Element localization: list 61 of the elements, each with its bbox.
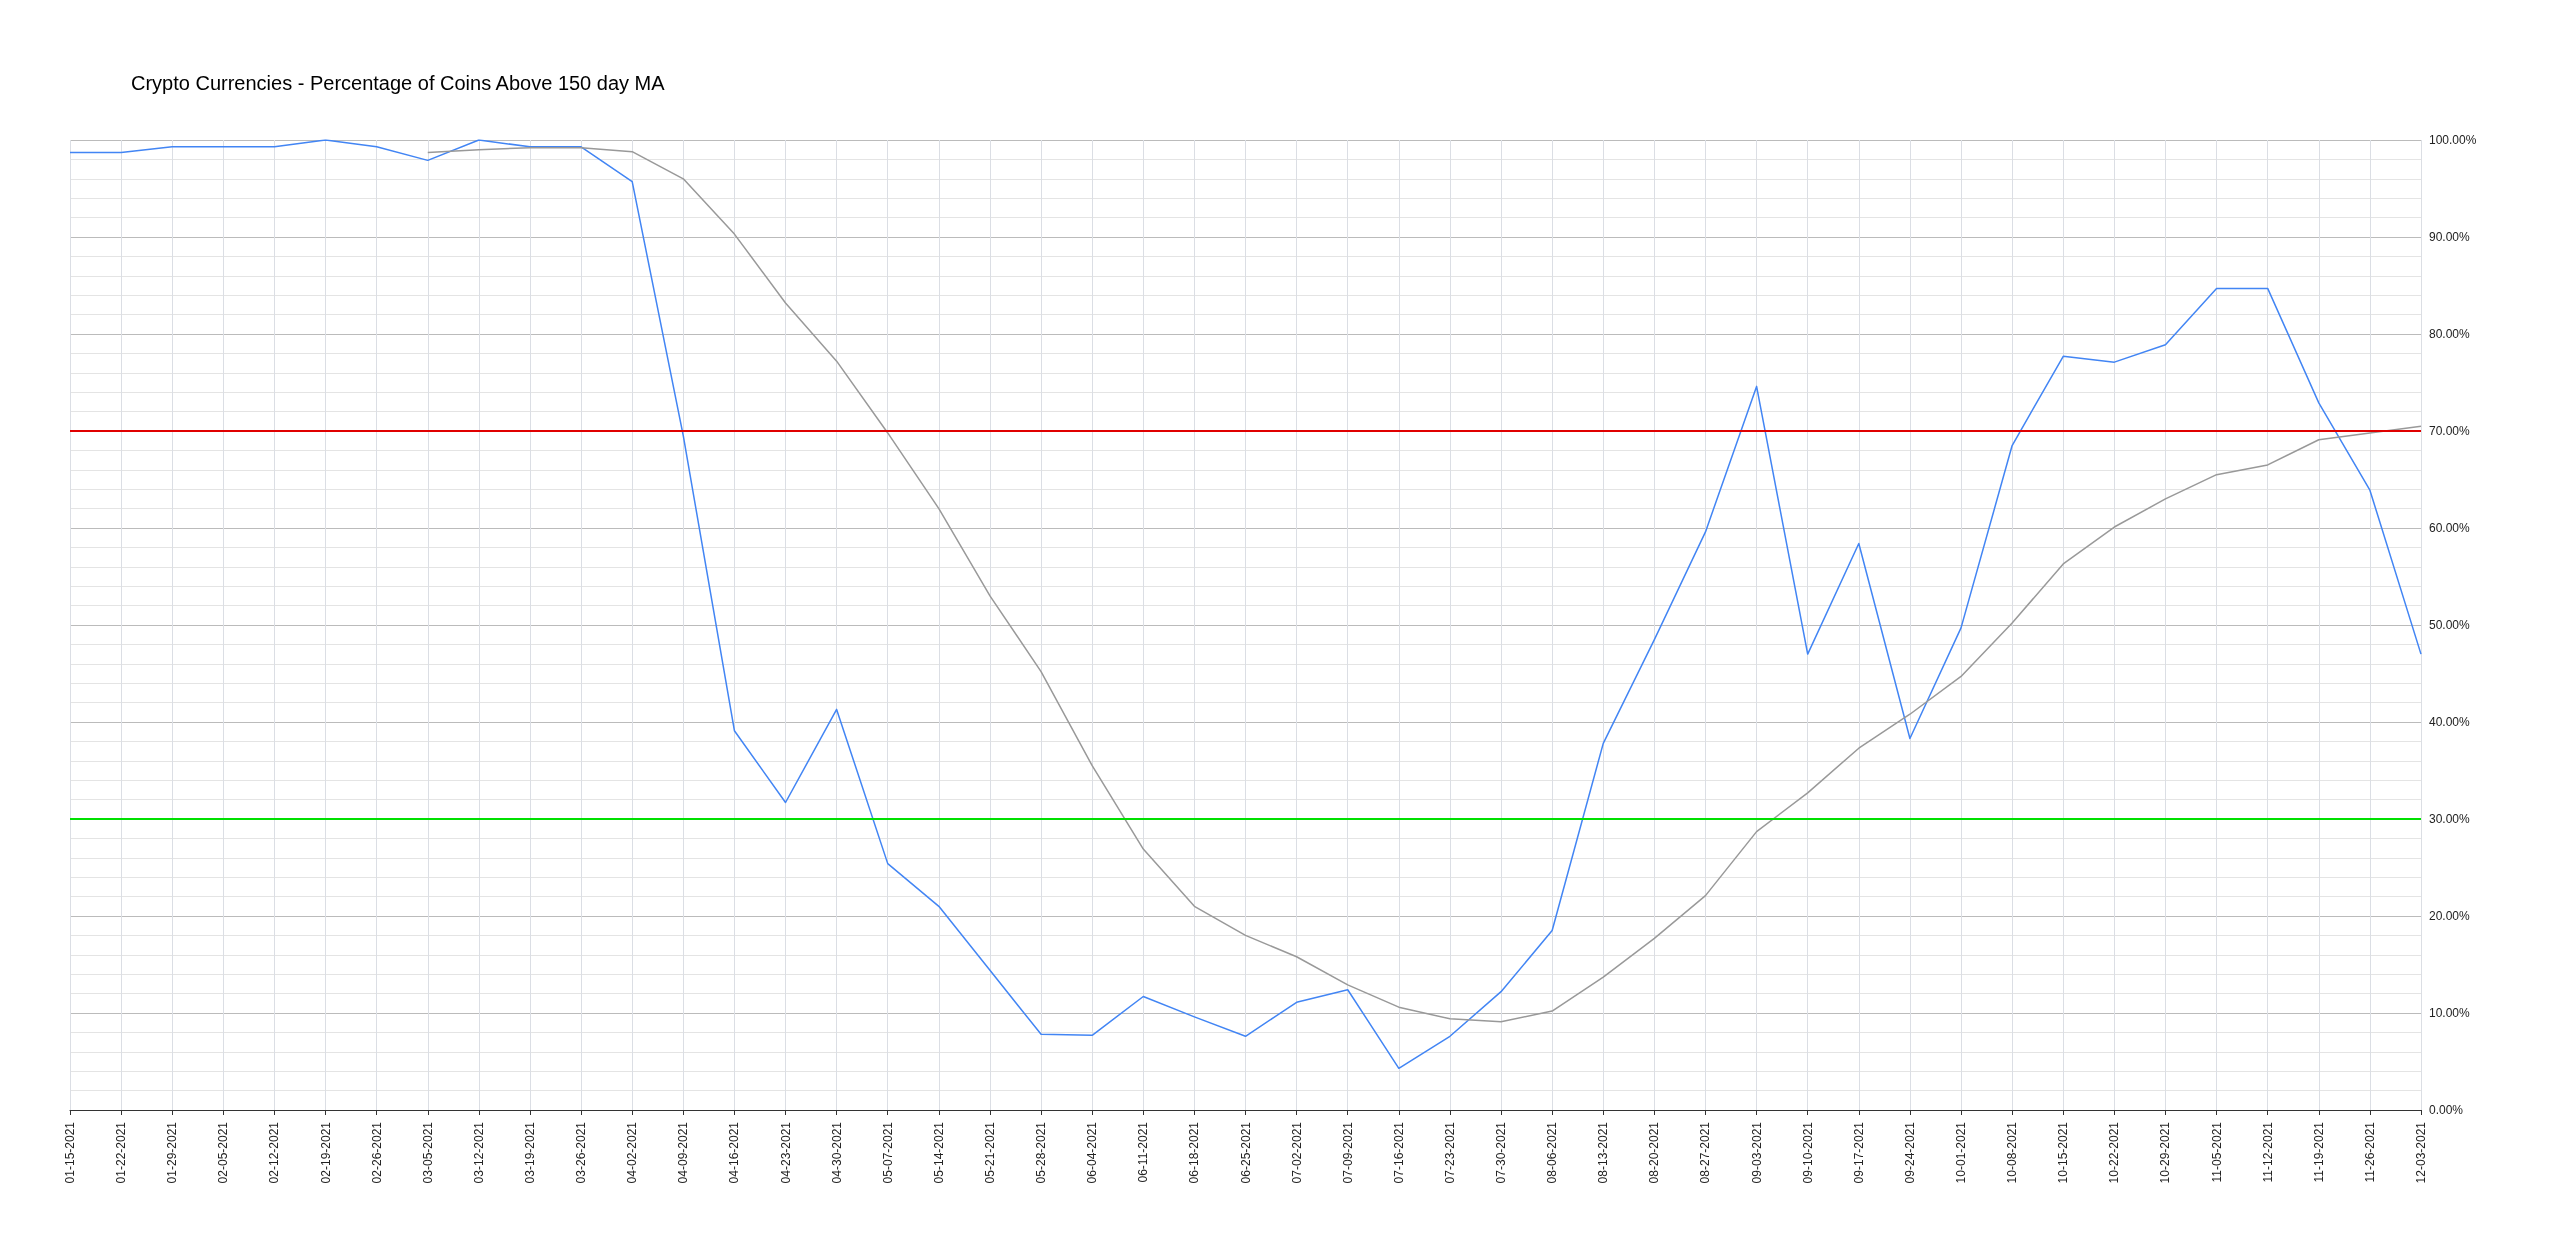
x-tick-label: 02-26-2021 <box>369 1121 384 1184</box>
x-tick-label: 09-10-2021 <box>1800 1121 1815 1184</box>
y-tick-label: 80.00% <box>2429 327 2471 341</box>
y-tick-label: 50.00% <box>2429 618 2471 632</box>
x-tick-label: 06-11-2021 <box>1136 1121 1151 1183</box>
x-tick-label: 04-30-2021 <box>829 1121 844 1184</box>
x-tick-label: 10-01-2021 <box>1954 1121 1969 1184</box>
x-tick-label: 08-20-2021 <box>1647 1121 1662 1184</box>
y-tick-label: 60.00% <box>2429 521 2471 535</box>
y-tick-label: 100.00% <box>2429 133 2477 147</box>
x-tick-label: 07-23-2021 <box>1442 1121 1457 1184</box>
y-tick-label: 90.00% <box>2429 230 2471 244</box>
line-series <box>69 139 2422 1070</box>
y-tick-label: 0.00% <box>2429 1103 2464 1117</box>
x-tick-label: 06-18-2021 <box>1187 1121 1202 1184</box>
x-tick-label: 09-03-2021 <box>1749 1121 1764 1184</box>
x-tick-label: 11-19-2021 <box>2311 1121 2326 1183</box>
x-tick-label: 10-22-2021 <box>2107 1121 2122 1184</box>
y-tick-label: 40.00% <box>2429 715 2471 729</box>
x-tick-label: 03-19-2021 <box>522 1121 537 1184</box>
x-tick-label: 06-25-2021 <box>1238 1121 1253 1184</box>
x-tick-label: 09-24-2021 <box>1902 1121 1917 1184</box>
x-tick-label: 11-12-2021 <box>2260 1121 2275 1183</box>
x-tick-label: 02-19-2021 <box>318 1121 333 1184</box>
x-tick-label: 09-17-2021 <box>1851 1121 1866 1184</box>
x-tick-label: 07-16-2021 <box>1391 1121 1406 1184</box>
x-tick-label: 04-23-2021 <box>778 1121 793 1184</box>
x-tick-label: 12-03-2021 <box>2414 1121 2428 1184</box>
x-tick-label: 04-09-2021 <box>676 1121 691 1184</box>
x-tick-label: 11-05-2021 <box>2209 1121 2224 1183</box>
y-tick-label: 20.00% <box>2429 909 2471 923</box>
x-tick-label: 04-02-2021 <box>625 1121 640 1184</box>
x-tick-label: 01-22-2021 <box>114 1121 129 1184</box>
x-tick-label: 07-09-2021 <box>1340 1121 1355 1184</box>
x-tick-label: 08-06-2021 <box>1545 1121 1560 1184</box>
x-tick-label: 03-05-2021 <box>420 1121 435 1184</box>
y-tick-label: 10.00% <box>2429 1006 2471 1020</box>
x-tick-label: 03-12-2021 <box>471 1121 486 1184</box>
x-tick-label: 10-08-2021 <box>2005 1121 2020 1184</box>
x-tick-label: 02-12-2021 <box>267 1121 282 1184</box>
y-tick-label: 70.00% <box>2429 424 2471 438</box>
x-tick-label: 10-29-2021 <box>2158 1121 2173 1184</box>
y-tick-label: 30.00% <box>2429 812 2471 826</box>
x-tick-label: 01-29-2021 <box>165 1121 180 1184</box>
x-tick-label: 06-04-2021 <box>1085 1121 1100 1184</box>
x-tick-label: 02-05-2021 <box>216 1121 231 1184</box>
chart-title: Crypto Currencies - Percentage of Coins Above 150 day MA <box>131 72 666 94</box>
x-tick-label: 05-21-2021 <box>982 1121 997 1184</box>
x-tick-label: 05-07-2021 <box>880 1121 895 1184</box>
x-tick-label: 05-28-2021 <box>1034 1121 1049 1184</box>
x-tick-label: 07-30-2021 <box>1494 1121 1509 1184</box>
x-tick-label: 10-15-2021 <box>2056 1121 2071 1184</box>
line-series <box>427 147 2422 1023</box>
x-tick-label: 11-26-2021 <box>2362 1121 2377 1183</box>
x-tick-label: 01-15-2021 <box>63 1121 77 1184</box>
x-tick-label: 05-14-2021 <box>931 1121 946 1184</box>
x-tick-label: 03-26-2021 <box>574 1121 589 1184</box>
x-tick-label: 04-16-2021 <box>727 1121 742 1184</box>
x-tick-label: 08-13-2021 <box>1596 1121 1611 1184</box>
x-tick-label: 08-27-2021 <box>1698 1121 1713 1184</box>
x-tick-label: 07-02-2021 <box>1289 1121 1304 1184</box>
